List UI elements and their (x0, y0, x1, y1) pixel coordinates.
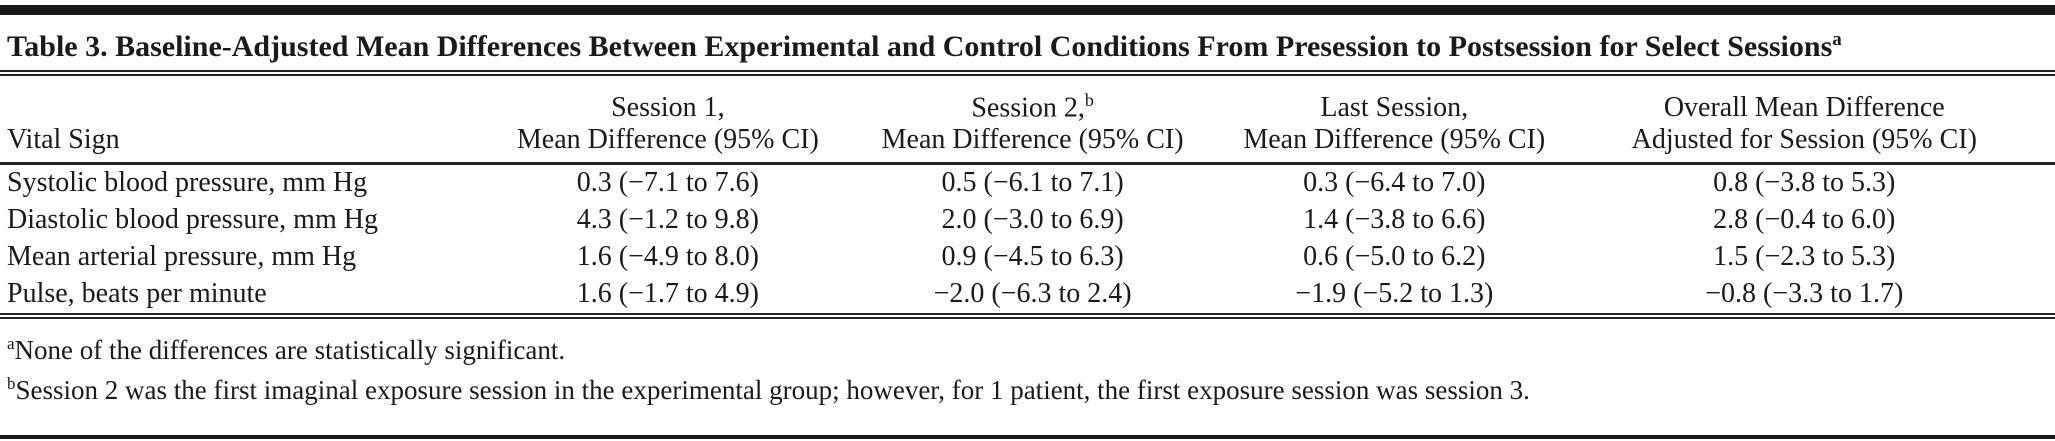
column-header-session-1: Session 1, Mean Difference (95% CI) (505, 76, 831, 166)
session1-cell: 0.3 (−7.1 to 7.6) (576, 167, 759, 199)
column-header-line1: Session 2,b (830, 84, 1235, 124)
paper-table-figure: Table 3. Baseline-Adjusted Mean Differen… (0, 5, 2055, 441)
table-title: Table 3. Baseline-Adjusted Mean Differen… (0, 15, 2055, 70)
table-row-diastolic: Diastolic blood pressure, mm Hg 4.3 (−1.… (0, 202, 2055, 239)
session2-cell: 2.0 (−3.0 to 6.9) (941, 204, 1124, 236)
session2-cell: 0.9 (−4.5 to 6.3) (941, 241, 1124, 273)
column-header-line1: Session 1, (611, 92, 725, 124)
title-divider-rule (0, 70, 2055, 76)
footnote-a-text: None of the differences are statisticall… (14, 335, 566, 366)
vital-sign-cell: Mean arterial pressure, mm Hg (7, 241, 357, 273)
vital-sign-cell: Pulse, beats per minute (7, 278, 267, 310)
column-header-line1: Last Session, (1320, 92, 1469, 124)
footnote-a-marker: a (7, 334, 15, 354)
session1-cell: 1.6 (−1.7 to 4.9) (576, 278, 759, 310)
column-header-line2: Mean Difference (95% CI) (1243, 124, 1546, 156)
last-session-cell: 1.4 (−3.8 to 6.6) (1303, 204, 1486, 236)
last-session-cell: 0.6 (−5.0 to 6.2) (1303, 241, 1486, 273)
table-row-systolic: Systolic blood pressure, mm Hg 0.3 (−7.1… (0, 164, 2055, 203)
table-row-pulse: Pulse, beats per minute 1.6 (−1.7 to 4.9… (0, 276, 2055, 313)
last-session-cell: 0.3 (−6.4 to 7.0) (1303, 167, 1486, 199)
table-row-mean-arterial: Mean arterial pressure, mm Hg 1.6 (−4.9 … (0, 239, 2055, 276)
session2-cell: 0.5 (−6.1 to 7.1) (941, 167, 1124, 199)
overall-cell: −0.8 (−3.3 to 1.7) (1705, 278, 1904, 310)
footnote-b: bSession 2 was the first imaginal exposu… (7, 367, 2041, 407)
footnote-divider-rule (0, 313, 2055, 320)
footnote-b-marker: b (7, 374, 16, 394)
column-header-line2: Adjusted for Session (95% CI) (1631, 124, 1977, 156)
overall-cell: 2.8 (−0.4 to 6.0) (1713, 204, 1896, 236)
column-header-session-2: Session 2,b Mean Difference (95% CI) (830, 76, 1236, 166)
session2-cell: −2.0 (−6.3 to 2.4) (933, 278, 1132, 310)
header-row: Vital Sign Session 1, Mean Difference (9… (0, 76, 2055, 166)
overall-cell: 1.5 (−2.3 to 5.3) (1713, 241, 1896, 273)
vital-sign-cell: Systolic blood pressure, mm Hg (7, 167, 368, 199)
column-header-line2: Mean Difference (95% CI) (881, 124, 1184, 156)
table-header: Vital Sign Session 1, Mean Difference (9… (0, 76, 2055, 166)
column-header-vital-sign: Vital Sign (0, 76, 506, 166)
column-header-overall: Overall Mean Difference Adjusted for Ses… (1553, 76, 2055, 166)
last-session-cell: −1.9 (−5.2 to 1.3) (1295, 278, 1494, 310)
column-header-line1: Overall Mean Difference (1663, 92, 1945, 124)
vital-sign-cell: Diastolic blood pressure, mm Hg (7, 204, 378, 236)
table-title-text: Table 3. Baseline-Adjusted Mean Differen… (7, 30, 1833, 63)
overall-cell: 0.8 (−3.8 to 5.3) (1713, 167, 1896, 199)
footnote-b-text: Session 2 was the first imaginal exposur… (15, 375, 1530, 406)
vital-signs-table: Vital Sign Session 1, Mean Difference (9… (0, 76, 2055, 313)
top-rule-bar (0, 5, 2055, 15)
table-body: Systolic blood pressure, mm Hg 0.3 (−7.1… (0, 164, 2055, 314)
column-header-label: Vital Sign (7, 124, 120, 156)
footnote-a: aNone of the differences are statistical… (7, 327, 2041, 367)
session1-cell: 1.6 (−4.9 to 8.0) (576, 241, 759, 273)
session1-cell: 4.3 (−1.2 to 9.8) (576, 204, 759, 236)
column-header-line1-text: Session 2, (971, 92, 1085, 124)
column-header-line2: Mean Difference (95% CI) (516, 124, 819, 156)
session-2-footnote-marker: b (1084, 90, 1094, 110)
table-title-footnote-marker: a (1832, 29, 1842, 50)
footnotes: aNone of the differences are statistical… (0, 319, 2055, 407)
column-header-last-session: Last Session, Mean Difference (95% CI) (1235, 76, 1554, 166)
